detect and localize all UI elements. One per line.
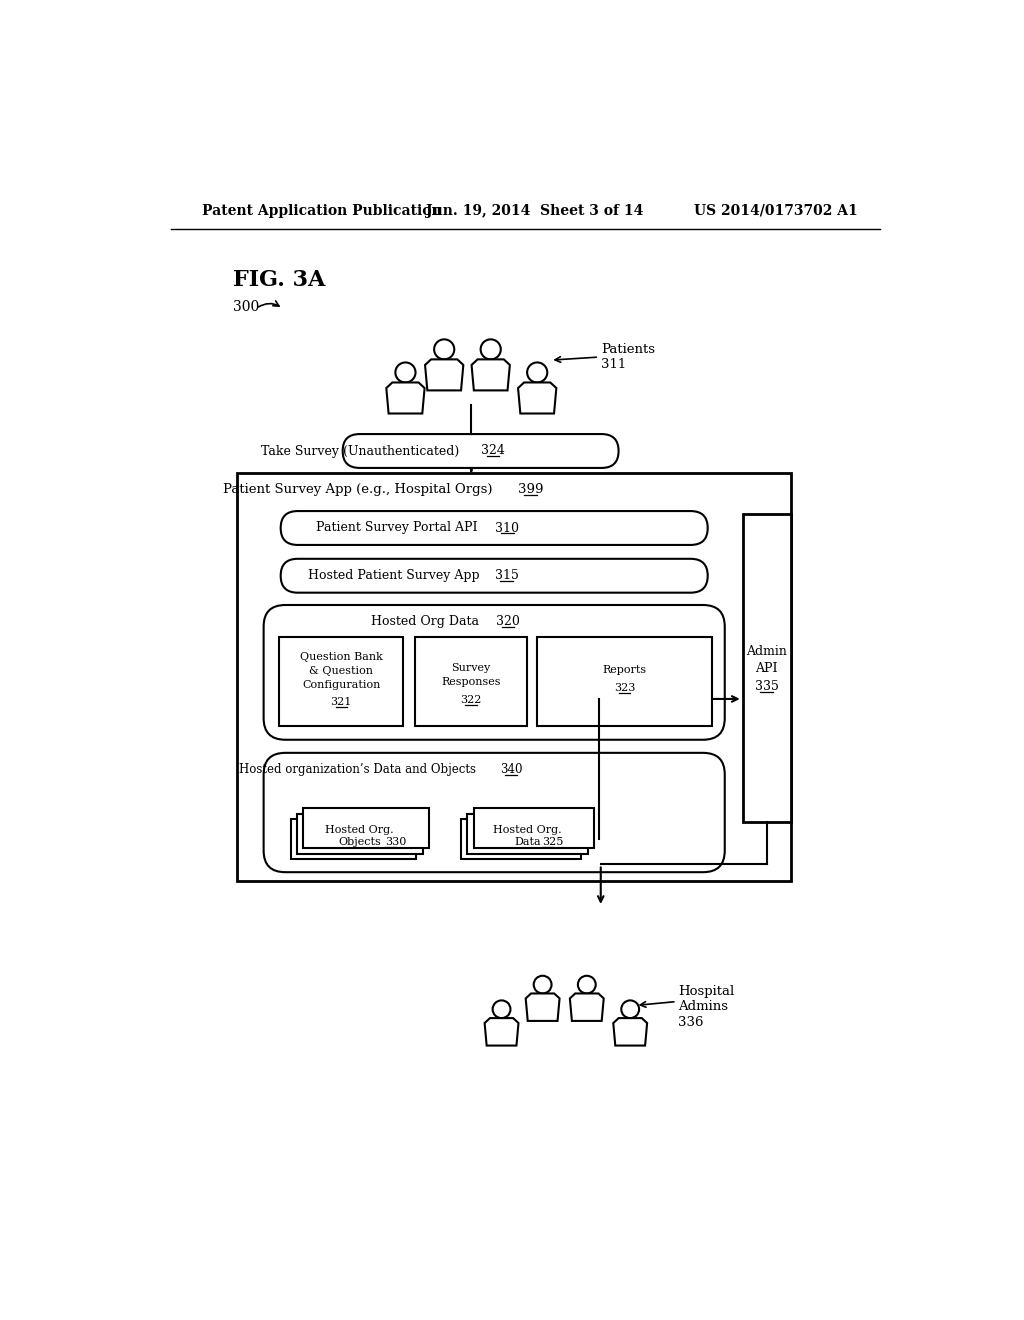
Bar (742, 515, 791, 822)
Text: Question Bank: Question Bank (300, 652, 383, 663)
Circle shape (395, 363, 416, 383)
Text: FIG. 3A: FIG. 3A (232, 269, 325, 292)
Text: 330: 330 (385, 837, 407, 847)
Text: Patients: Patients (601, 343, 654, 356)
Text: 340: 340 (500, 763, 522, 776)
Bar (538, 638, 712, 726)
Text: 321: 321 (331, 697, 352, 708)
FancyBboxPatch shape (263, 605, 725, 739)
Text: 399: 399 (518, 483, 544, 496)
Circle shape (434, 339, 455, 359)
Bar (415, 638, 527, 726)
Text: Objects: Objects (338, 837, 381, 847)
Text: 311: 311 (601, 358, 626, 371)
Text: Jun. 19, 2014  Sheet 3 of 14: Jun. 19, 2014 Sheet 3 of 14 (426, 203, 644, 218)
Text: 336: 336 (678, 1016, 703, 1028)
Bar (461, 818, 582, 859)
Polygon shape (484, 1018, 518, 1045)
Bar (303, 808, 429, 849)
Bar (280, 638, 403, 726)
Text: 323: 323 (613, 684, 635, 693)
Text: 310: 310 (496, 521, 519, 535)
Text: Hosted Org Data: Hosted Org Data (372, 615, 483, 628)
Text: Reports: Reports (602, 665, 646, 675)
Text: Admin: Admin (746, 644, 787, 657)
Bar (297, 813, 423, 854)
Text: 320: 320 (497, 615, 520, 628)
Text: Hosted organization’s Data and Objects: Hosted organization’s Data and Objects (240, 763, 480, 776)
Text: 335: 335 (755, 680, 778, 693)
Circle shape (480, 339, 501, 359)
Text: 300: 300 (232, 300, 259, 314)
Bar (467, 813, 588, 854)
Bar (291, 818, 417, 859)
Circle shape (527, 363, 547, 383)
FancyBboxPatch shape (343, 434, 618, 469)
Text: US 2014/0173702 A1: US 2014/0173702 A1 (693, 203, 857, 218)
Circle shape (578, 975, 596, 994)
Text: Data: Data (514, 837, 541, 847)
Circle shape (534, 975, 552, 994)
Polygon shape (425, 359, 463, 391)
Text: Patient Survey App (e.g., Hospital Orgs): Patient Survey App (e.g., Hospital Orgs) (223, 483, 497, 496)
Polygon shape (613, 1018, 647, 1045)
Text: Responses: Responses (441, 677, 501, 686)
Text: Hosted Org.: Hosted Org. (494, 825, 562, 834)
Text: Patient Survey Portal API: Patient Survey Portal API (316, 521, 481, 535)
Polygon shape (570, 994, 604, 1020)
Text: 322: 322 (460, 696, 481, 705)
Text: & Question: & Question (309, 667, 373, 676)
Text: Hosted Patient Survey App: Hosted Patient Survey App (308, 569, 483, 582)
Text: Hospital: Hospital (678, 985, 734, 998)
Text: Survey: Survey (452, 663, 490, 673)
Polygon shape (518, 383, 556, 413)
Text: 325: 325 (542, 837, 563, 847)
Text: Hosted Org.: Hosted Org. (326, 825, 394, 834)
Text: Take Survey (Unauthenticated): Take Survey (Unauthenticated) (261, 445, 464, 458)
FancyBboxPatch shape (281, 511, 708, 545)
Polygon shape (472, 359, 510, 391)
Text: Configuration: Configuration (302, 680, 380, 690)
Text: 324: 324 (481, 445, 505, 458)
FancyBboxPatch shape (281, 558, 708, 593)
Polygon shape (525, 994, 559, 1020)
Polygon shape (386, 383, 425, 413)
Text: Patent Application Publication: Patent Application Publication (202, 203, 441, 218)
Text: API: API (756, 661, 778, 675)
Text: 315: 315 (495, 569, 518, 582)
FancyBboxPatch shape (263, 752, 725, 873)
Bar (474, 808, 594, 849)
Circle shape (493, 1001, 510, 1018)
Text: Admins: Admins (678, 1001, 728, 1014)
Bar (237, 473, 791, 880)
Circle shape (622, 1001, 639, 1018)
